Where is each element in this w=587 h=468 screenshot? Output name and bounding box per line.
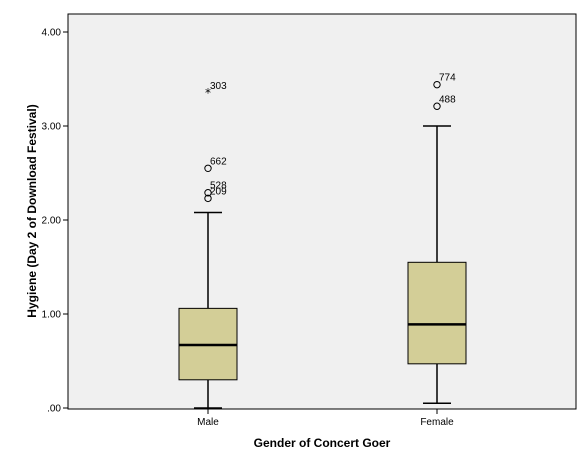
x-axis-title: Gender of Concert Goer [254,436,391,450]
iqr-box [407,261,467,365]
box-female: 488 774 [407,73,467,405]
outlier-marker [433,80,441,89]
outlier-marker [204,189,212,197]
y-tick-label: 3.00 [42,122,62,133]
outlier-label: 488 [439,94,456,105]
outlier-label: 774 [439,73,456,84]
outlier-label: 662 [210,156,227,167]
y-tick-label: 2.00 [42,216,62,227]
outlier-marker [433,102,441,110]
outlier-marker [204,194,212,203]
outlier-label: 209 [210,186,227,197]
y-axis-ticks: .00 1.00 2.00 3.00 4.00 [42,28,68,415]
y-tick-label: 4.00 [42,28,62,39]
outlier-label: 303 [210,81,227,92]
y-axis-title: Hygiene (Day 2 of Download Festival) [25,104,39,317]
x-tick-label: Female [420,417,454,428]
plot-area [67,13,577,410]
outlier-marker [204,164,212,173]
outlier-label: 528 [210,181,227,192]
y-tick-label: .00 [47,404,61,415]
y-tick-label: 1.00 [42,310,62,321]
x-tick-label: Male [197,417,219,428]
x-axis-ticks: Male Female [197,409,454,428]
outlier-star-marker: * [205,86,211,100]
